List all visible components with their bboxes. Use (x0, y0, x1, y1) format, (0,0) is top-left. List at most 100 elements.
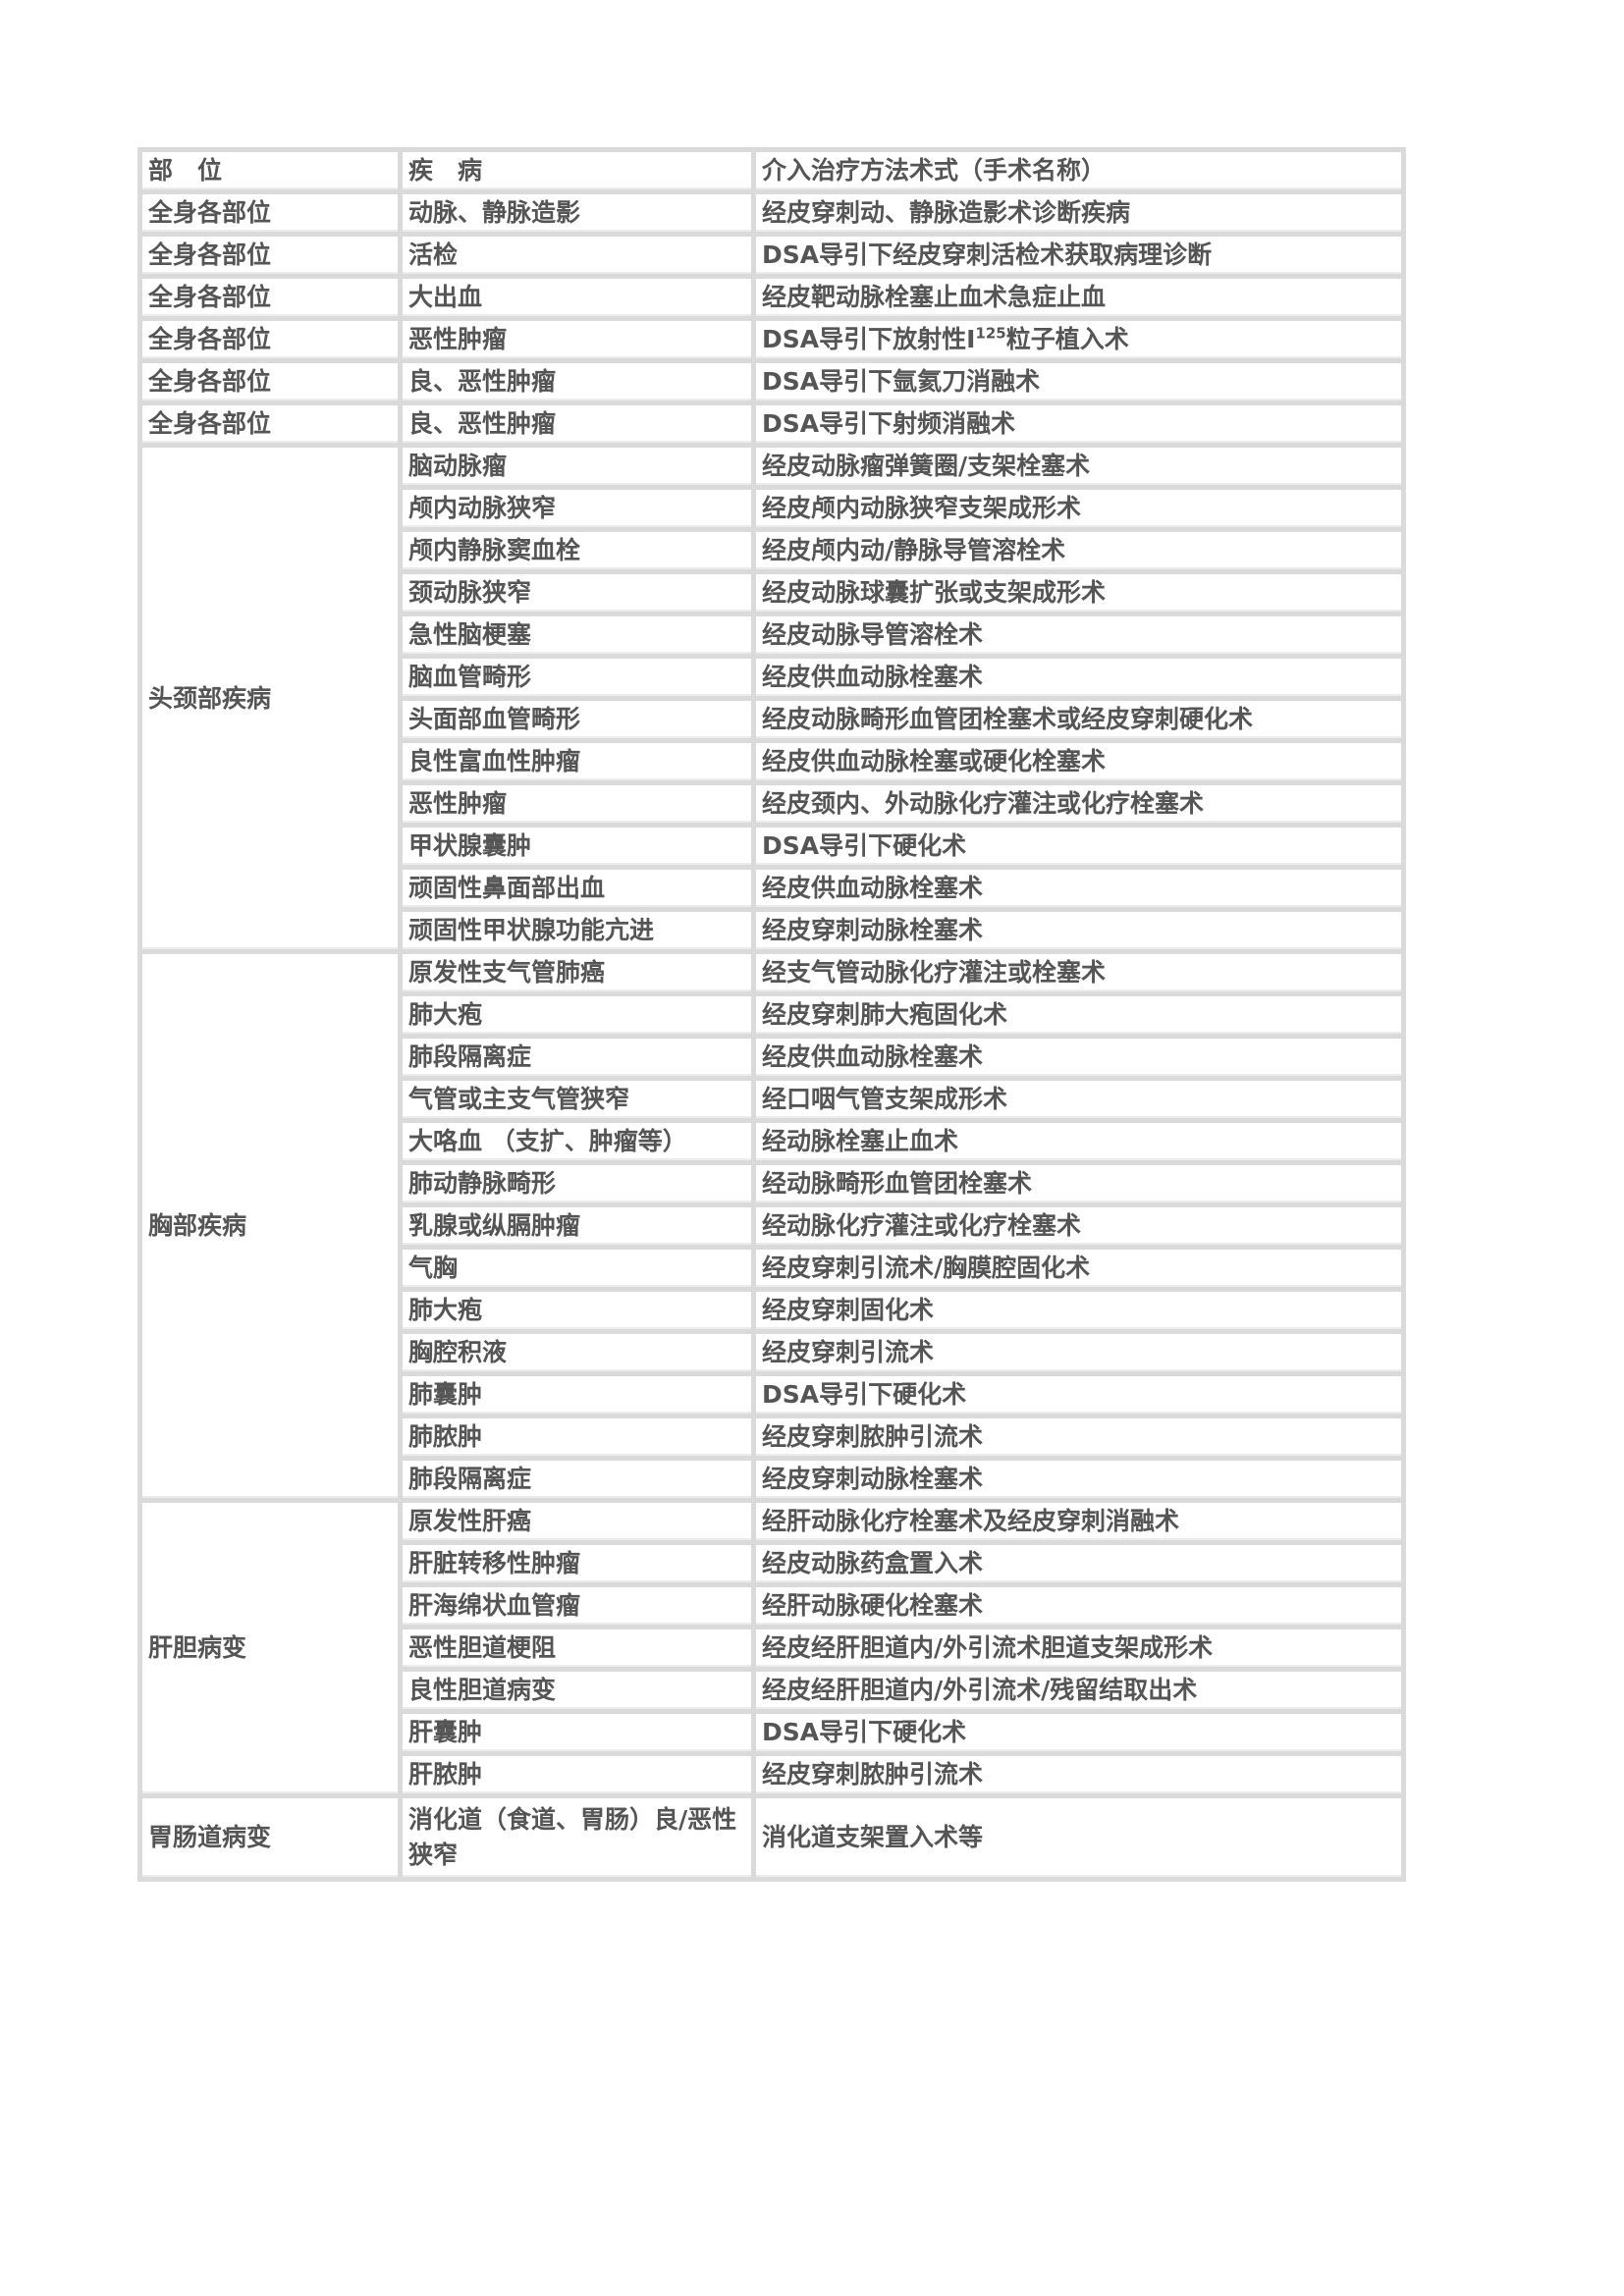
disease-cell: 气管或主支气管狭窄 (403, 1081, 751, 1118)
disease-cell: 原发性支气管肺癌 (403, 954, 751, 991)
method-cell: 经皮供血动脉栓塞术 (756, 659, 1401, 696)
disease-cell: 乳腺或纵膈肿瘤 (403, 1207, 751, 1245)
method-cell: 经皮经肝胆道内/外引流术/残留结取出术 (756, 1672, 1401, 1709)
disease-cell: 活检 (403, 237, 751, 274)
disease-cell: 肺动静脉畸形 (403, 1165, 751, 1202)
table-row: 颅内动脉狭窄 经皮颅内动脉狭窄支架成形术 (142, 490, 1401, 527)
disease-cell: 肺大疱 (403, 1292, 751, 1329)
disease-cell: 顽固性甲状腺功能亢进 (403, 912, 751, 949)
table-row: 乳腺或纵膈肿瘤 经动脉化疗灌注或化疗栓塞术 (142, 1207, 1401, 1245)
method-cell: 经皮供血动脉栓塞术 (756, 870, 1401, 907)
method-cell: DSA导引下硬化术 (756, 1714, 1401, 1751)
disease-cell: 动脉、静脉造影 (403, 194, 751, 232)
table-row: 全身各部位 大出血 经皮靶动脉栓塞止血术急症止血 (142, 279, 1401, 316)
disease-cell: 肺脓肿 (403, 1418, 751, 1456)
method-cell: 经皮动脉畸形血管团栓塞术或经皮穿刺硬化术 (756, 701, 1401, 738)
method-cell: 经肝动脉硬化栓塞术 (756, 1587, 1401, 1625)
disease-cell: 良、恶性肿瘤 (403, 405, 751, 443)
table-row: 胸腔积液 经皮穿刺引流术 (142, 1334, 1401, 1371)
table-row: 肺动静脉畸形 经动脉畸形血管团栓塞术 (142, 1165, 1401, 1202)
table-row: 恶性肿瘤 经皮颈内、外动脉化疗灌注或化疗栓塞术 (142, 785, 1401, 823)
disease-cell: 肝囊肿 (403, 1714, 751, 1751)
table-row: 急性脑梗塞 经皮动脉导管溶栓术 (142, 616, 1401, 654)
site-cell: 胃肠道病变 (142, 1798, 398, 1877)
method-cell: 经肝动脉化疗栓塞术及经皮穿刺消融术 (756, 1503, 1401, 1540)
site-cell: 肝胆病变 (142, 1503, 398, 1793)
disease-cell: 良性富血性肿瘤 (403, 743, 751, 780)
method-cell: DSA导引下硬化术 (756, 828, 1401, 865)
method-cell: 经皮穿刺脓肿引流术 (756, 1756, 1401, 1793)
table-row: 肺囊肿 DSA导引下硬化术 (142, 1376, 1401, 1414)
disease-cell: 胸腔积液 (403, 1334, 751, 1371)
table-row: 肺段隔离症 经皮穿刺动脉栓塞术 (142, 1461, 1401, 1498)
disease-cell: 脑血管畸形 (403, 659, 751, 696)
table-row: 全身各部位 良、恶性肿瘤 DSA导引下射频消融术 (142, 405, 1401, 443)
site-cell: 全身各部位 (142, 405, 398, 443)
disease-cell: 头面部血管畸形 (403, 701, 751, 738)
site-cell: 全身各部位 (142, 321, 398, 358)
header-disease: 疾 病 (403, 152, 751, 189)
method-cell: 经支气管动脉化疗灌注或栓塞术 (756, 954, 1401, 991)
method-cell: 经皮穿刺动、静脉造影术诊断疾病 (756, 194, 1401, 232)
method-cell: 经皮穿刺固化术 (756, 1292, 1401, 1329)
disease-cell: 原发性肝癌 (403, 1503, 751, 1540)
isotope-superscript: 125 (975, 324, 1006, 343)
table-row: 颈动脉狭窄 经皮动脉球囊扩张或支架成形术 (142, 574, 1401, 612)
table-row: 肝海绵状血管瘤 经肝动脉硬化栓塞术 (142, 1587, 1401, 1625)
method-cell: 消化道支架置入术等 (756, 1798, 1401, 1877)
disease-cell: 气胸 (403, 1250, 751, 1287)
table-row: 肺大疱 经皮穿刺肺大疱固化术 (142, 996, 1401, 1034)
disease-cell: 颅内静脉窦血栓 (403, 532, 751, 569)
method-cell: DSA导引下硬化术 (756, 1376, 1401, 1414)
method-cell: 经皮穿刺引流术 (756, 1334, 1401, 1371)
method-text-after: 粒子植入术 (1005, 325, 1129, 353)
table-row: 肝脏转移性肿瘤 经皮动脉药盒置入术 (142, 1545, 1401, 1582)
method-cell: 经口咽气管支架成形术 (756, 1081, 1401, 1118)
table-row: 肝胆病变 原发性肝癌 经肝动脉化疗栓塞术及经皮穿刺消融术 (142, 1503, 1401, 1793)
disease-cell: 肺段隔离症 (403, 1039, 751, 1076)
header-site: 部 位 (142, 152, 398, 189)
method-cell: DSA导引下经皮穿刺活检术获取病理诊断 (756, 237, 1401, 274)
method-text: DSA导引下放射性I (762, 325, 976, 353)
site-cell: 全身各部位 (142, 237, 398, 274)
interventional-therapy-table: 部 位 疾 病 介入治疗方法术式（手术名称） 全身各部位 动脉、静脉造影 经皮穿刺动… (137, 147, 1406, 1882)
table-row: 肝脓肿 经皮穿刺脓肿引流术 (142, 1756, 1401, 1793)
table-row: 顽固性鼻面部出血 经皮供血动脉栓塞术 (142, 870, 1401, 907)
table-row: 气管或主支气管狭窄 经口咽气管支架成形术 (142, 1081, 1401, 1118)
table-row: 全身各部位 活检 DSA导引下经皮穿刺活检术获取病理诊断 (142, 237, 1401, 274)
table-row: 肺大疱 经皮穿刺固化术 (142, 1292, 1401, 1329)
table-row: 胃肠道病变 消化道（食道、胃肠）良/恶性狭窄 消化道支架置入术等 (142, 1798, 1401, 1877)
table-row: 头颈部疾病 脑动脉瘤 经皮动脉瘤弹簧圈/支架栓塞术 (142, 448, 1401, 949)
table-row: 恶性胆道梗阻 经皮经肝胆道内/外引流术胆道支架成形术 (142, 1629, 1401, 1667)
table-row: 良性胆道病变 经皮经肝胆道内/外引流术/残留结取出术 (142, 1672, 1401, 1709)
table-row: 全身各部位 恶性肿瘤 DSA导引下放射性I125粒子植入术 (142, 321, 1401, 358)
disease-cell: 肝脏转移性肿瘤 (403, 1545, 751, 1582)
method-cell: 经皮动脉导管溶栓术 (756, 616, 1401, 654)
method-cell: 经皮靶动脉栓塞止血术急症止血 (756, 279, 1401, 316)
method-cell: 经动脉栓塞止血术 (756, 1123, 1401, 1160)
disease-cell: 恶性肿瘤 (403, 785, 751, 823)
disease-cell: 急性脑梗塞 (403, 616, 751, 654)
site-cell: 全身各部位 (142, 363, 398, 400)
table-row: 脑血管畸形 经皮供血动脉栓塞术 (142, 659, 1401, 696)
disease-cell: 消化道（食道、胃肠）良/恶性狭窄 (403, 1798, 751, 1877)
disease-cell: 恶性肿瘤 (403, 321, 751, 358)
table-row: 全身各部位 良、恶性肿瘤 DSA导引下氩氦刀消融术 (142, 363, 1401, 400)
method-cell: DSA导引下氩氦刀消融术 (756, 363, 1401, 400)
table-row: 颅内静脉窦血栓 经皮颅内动/静脉导管溶栓术 (142, 532, 1401, 569)
method-cell: 经皮穿刺引流术/胸膜腔固化术 (756, 1250, 1401, 1287)
method-cell: 经皮穿刺肺大疱固化术 (756, 996, 1401, 1034)
method-cell: 经皮供血动脉栓塞术 (756, 1039, 1401, 1076)
disease-cell: 脑动脉瘤 (403, 448, 751, 485)
table-row: 胸部疾病 原发性支气管肺癌 经支气管动脉化疗灌注或栓塞术 (142, 954, 1401, 1498)
method-cell: 经皮经肝胆道内/外引流术胆道支架成形术 (756, 1629, 1401, 1667)
table-row: 甲状腺囊肿 DSA导引下硬化术 (142, 828, 1401, 865)
table-row: 良性富血性肿瘤 经皮供血动脉栓塞或硬化栓塞术 (142, 743, 1401, 780)
method-cell: 经皮颅内动/静脉导管溶栓术 (756, 532, 1401, 569)
method-cell: DSA导引下射频消融术 (756, 405, 1401, 443)
disease-cell: 恶性胆道梗阻 (403, 1629, 751, 1667)
site-cell: 胸部疾病 (142, 954, 398, 1498)
method-cell: DSA导引下放射性I125粒子植入术 (756, 321, 1401, 358)
table-row: 头面部血管畸形 经皮动脉畸形血管团栓塞术或经皮穿刺硬化术 (142, 701, 1401, 738)
table-row: 肺段隔离症 经皮供血动脉栓塞术 (142, 1039, 1401, 1076)
